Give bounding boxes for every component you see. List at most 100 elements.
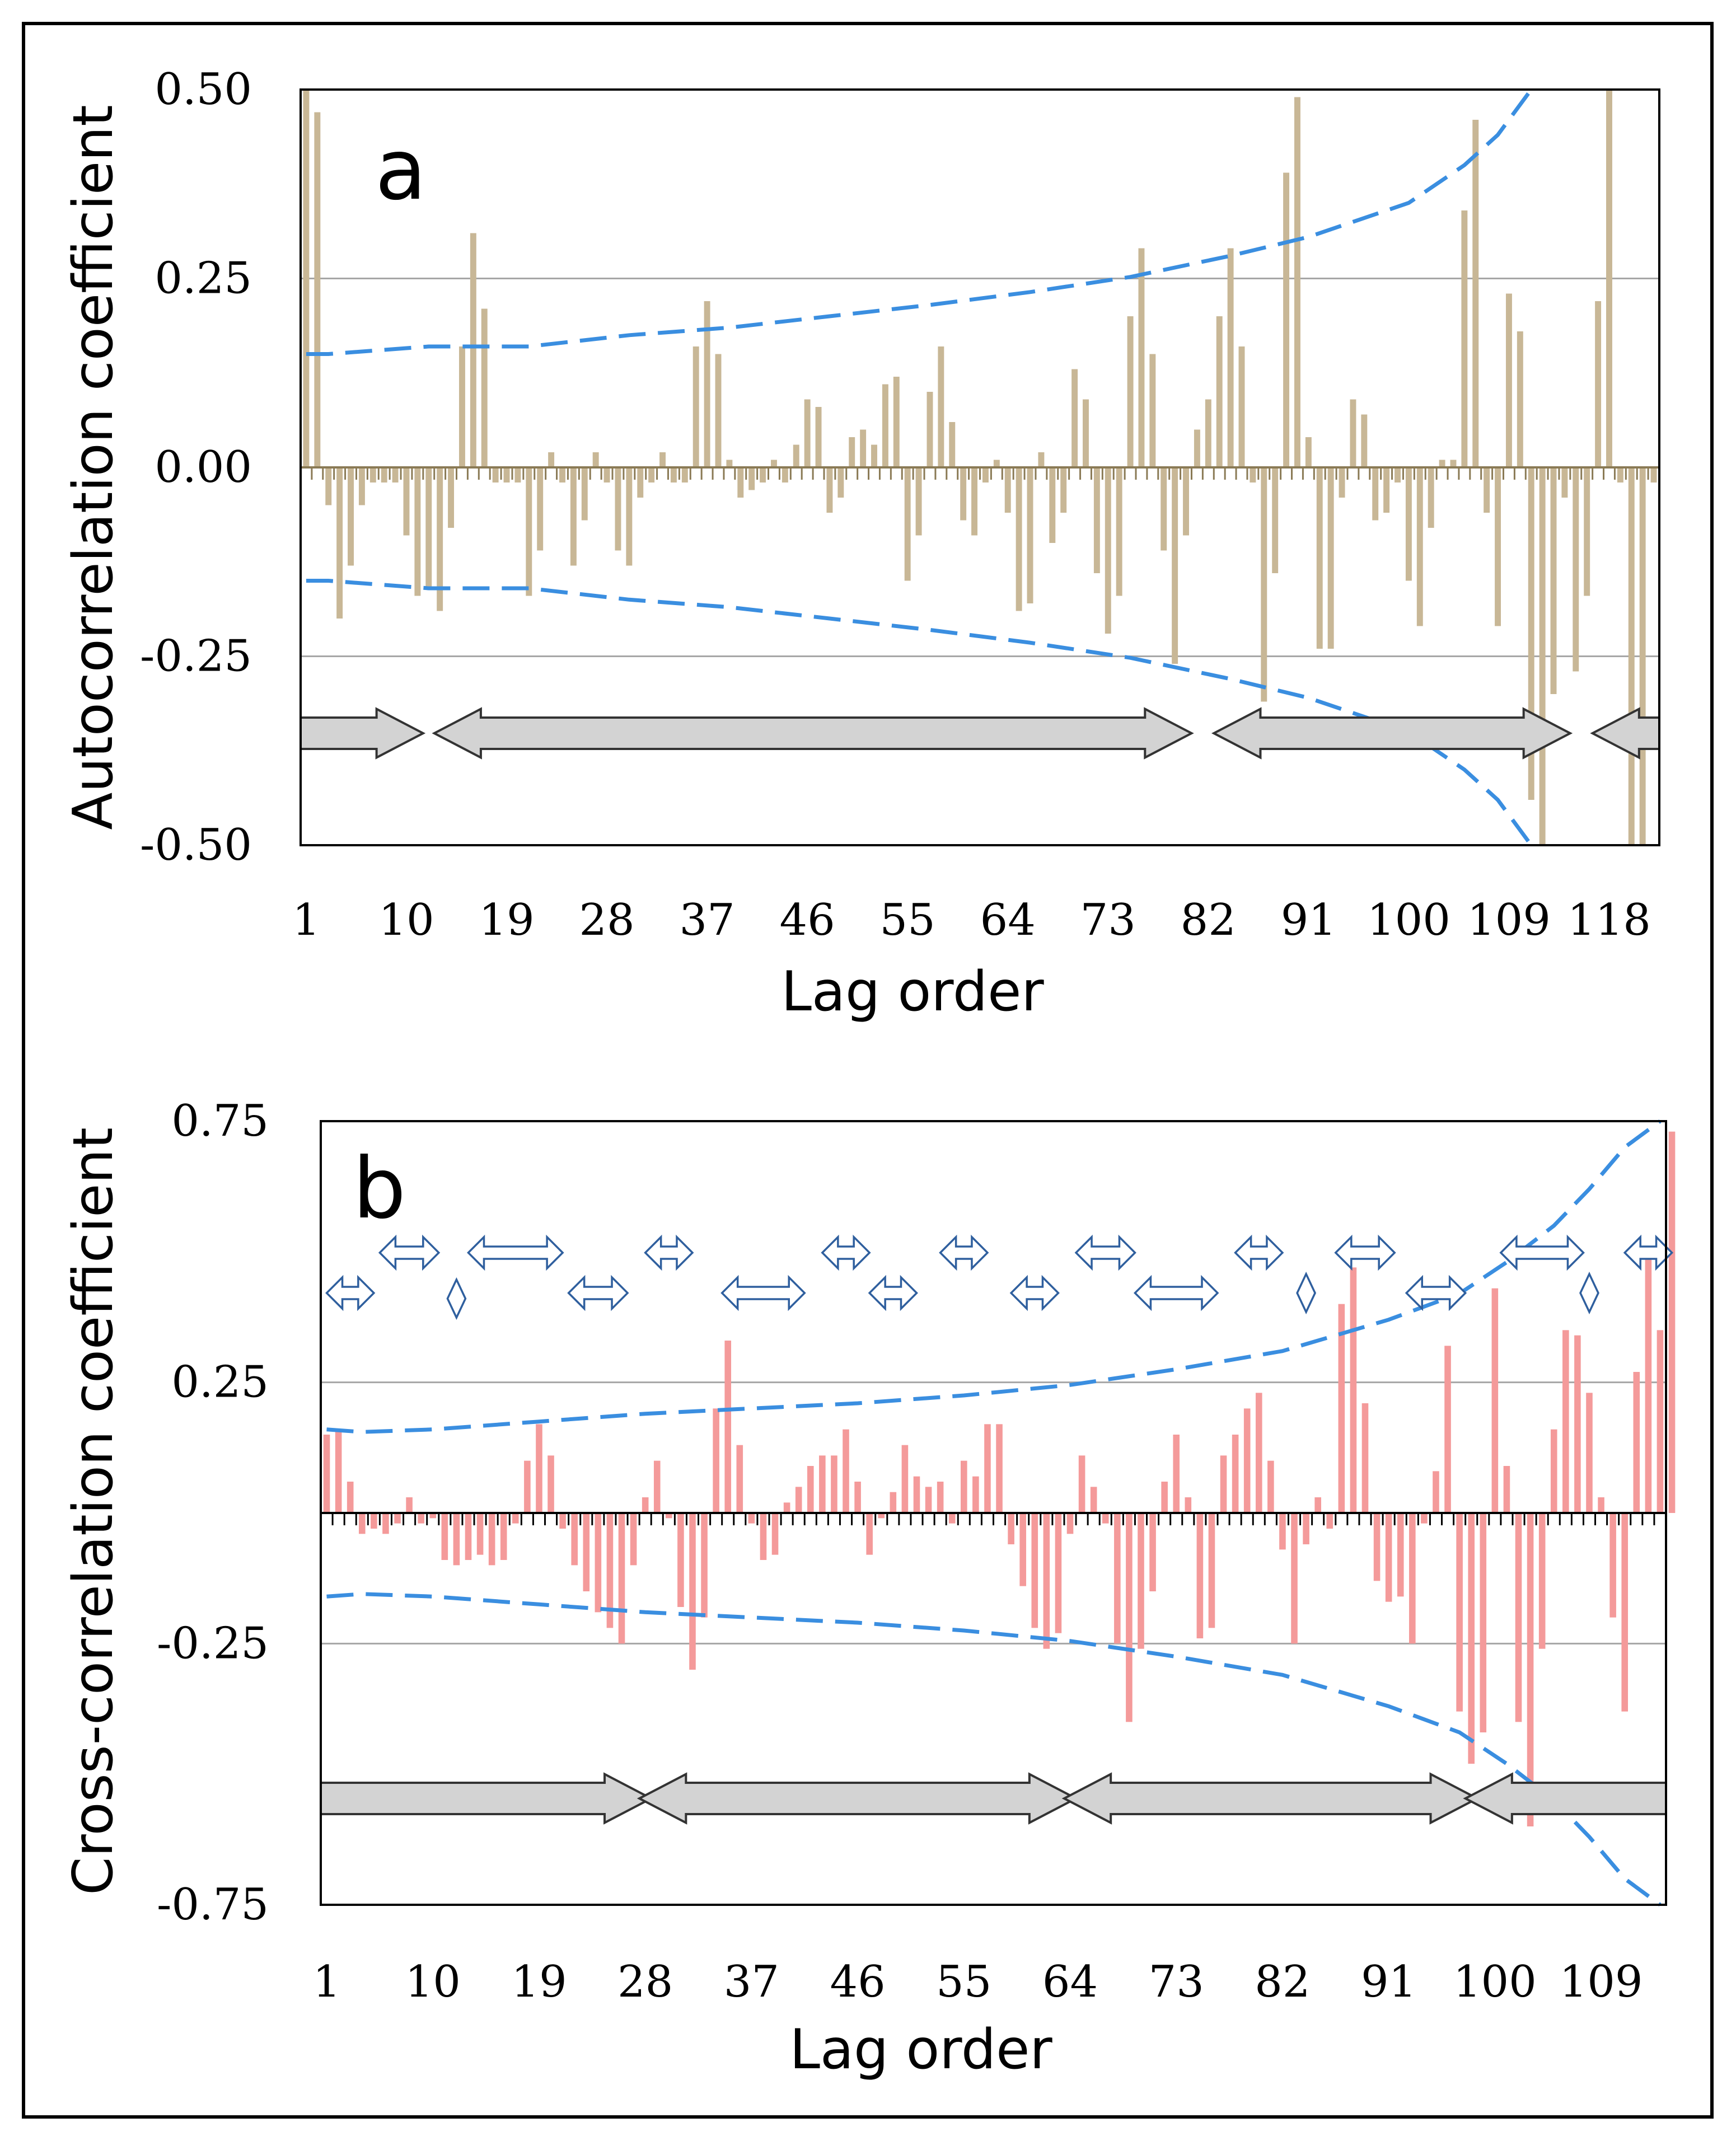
a-bar <box>893 377 900 467</box>
b-bar <box>1598 1497 1604 1513</box>
a-bar <box>626 467 633 566</box>
b-bar <box>1586 1393 1593 1513</box>
a-bar <box>882 384 888 467</box>
a-bar <box>860 429 867 467</box>
a-bar <box>470 233 476 467</box>
a-bar <box>615 467 621 551</box>
b-xtick-label: 91 <box>1361 1957 1416 2007</box>
a-bar <box>548 452 555 467</box>
b-xtick-label: 46 <box>830 1957 885 2007</box>
b-bar <box>335 1429 342 1513</box>
b-bar <box>819 1455 826 1513</box>
b-bar <box>571 1513 578 1566</box>
panel-b-label: b <box>353 1140 406 1238</box>
b-xtick-label: 73 <box>1149 1957 1204 2007</box>
b-bar <box>1066 1513 1074 1534</box>
a-bar <box>1216 316 1223 467</box>
b-bar <box>1515 1513 1522 1722</box>
b-bar <box>1421 1513 1428 1524</box>
b-small-lag-arrow <box>1623 1234 1674 1271</box>
a-bar <box>692 346 699 467</box>
b-xtick-label: 28 <box>617 1957 673 2007</box>
a-bar <box>392 467 399 482</box>
a-bar <box>1416 467 1423 626</box>
a-bar <box>1238 346 1245 467</box>
b-bar <box>371 1513 377 1529</box>
a-bar <box>837 467 844 498</box>
b-bar <box>358 1513 366 1534</box>
a-bar <box>1617 467 1623 482</box>
a-bar <box>949 422 956 467</box>
a-bar <box>1461 210 1468 467</box>
b-bar <box>901 1445 909 1513</box>
b-bar <box>1291 1513 1298 1644</box>
a-bar <box>704 301 710 467</box>
b-bar <box>1078 1455 1085 1513</box>
a-bar <box>1004 467 1011 513</box>
b-bar <box>724 1341 732 1513</box>
a-bar <box>1606 90 1612 467</box>
b-bar <box>1480 1513 1487 1732</box>
b-small-lag-arrow <box>1133 1275 1219 1311</box>
a-bar <box>570 467 577 566</box>
b-small-lag-arrow <box>1074 1234 1136 1271</box>
a-xtick-label: 64 <box>980 895 1036 945</box>
b-bar <box>701 1513 708 1618</box>
a-ytick-label: 0.00 <box>155 442 252 493</box>
b-bar <box>1008 1513 1014 1544</box>
b-bar <box>1574 1335 1581 1513</box>
a-bar <box>1227 248 1234 467</box>
b-xtick-label: 100 <box>1453 1957 1537 2007</box>
a-xtick-label: 91 <box>1281 895 1336 945</box>
a-bar <box>1172 467 1178 664</box>
b-bar <box>1491 1288 1499 1513</box>
b-bar <box>524 1460 531 1513</box>
a-bar <box>1595 301 1602 467</box>
a-xtick-label: 109 <box>1467 895 1551 945</box>
b-bar <box>406 1497 413 1513</box>
b-small-lag-arrow <box>325 1275 376 1311</box>
b-bar <box>1303 1513 1309 1544</box>
a-bar <box>849 437 855 467</box>
panel-a-xlabel: Lag order <box>781 960 1044 1024</box>
b-bar <box>1043 1513 1050 1649</box>
a-bar <box>1127 316 1134 467</box>
a-bar <box>503 467 510 482</box>
b-bar <box>418 1513 424 1524</box>
a-bar <box>771 460 777 467</box>
b-xtick-label: 82 <box>1255 1957 1310 2007</box>
a-xtick-label: 118 <box>1567 895 1651 945</box>
b-bar <box>1196 1513 1204 1638</box>
a-bar <box>1372 467 1379 521</box>
a-bar <box>670 467 677 482</box>
a-bar <box>1573 467 1579 672</box>
a-bar <box>325 467 332 505</box>
b-bar <box>1173 1435 1180 1513</box>
b-bar <box>476 1513 484 1555</box>
b-bar <box>689 1513 696 1670</box>
b-bar <box>1444 1346 1451 1513</box>
a-xtick-label: 73 <box>1080 895 1136 945</box>
b-bar <box>347 1482 354 1513</box>
b-small-lag-arrow <box>1296 1271 1317 1315</box>
b-small-lag-arrow <box>644 1234 694 1271</box>
a-bar <box>1305 437 1312 467</box>
b-bar <box>488 1513 495 1566</box>
b-bar <box>1185 1497 1192 1513</box>
b-bar <box>1149 1513 1156 1591</box>
a-bar <box>1194 429 1200 467</box>
b-bar <box>748 1513 755 1524</box>
a-bar <box>1161 467 1167 551</box>
a-ytick-label: -0.50 <box>140 820 252 870</box>
a-bar <box>448 467 455 528</box>
a-bar <box>715 354 722 467</box>
b-small-lag-arrow <box>1499 1234 1585 1271</box>
a-bar <box>1294 97 1300 467</box>
b-bar <box>559 1513 566 1529</box>
b-bar <box>536 1424 542 1513</box>
a-bar <box>1484 467 1490 513</box>
b-bar <box>1350 1267 1357 1513</box>
b-bar <box>913 1476 920 1513</box>
b-small-lag-arrow <box>1579 1271 1599 1315</box>
b-bar <box>500 1513 507 1560</box>
